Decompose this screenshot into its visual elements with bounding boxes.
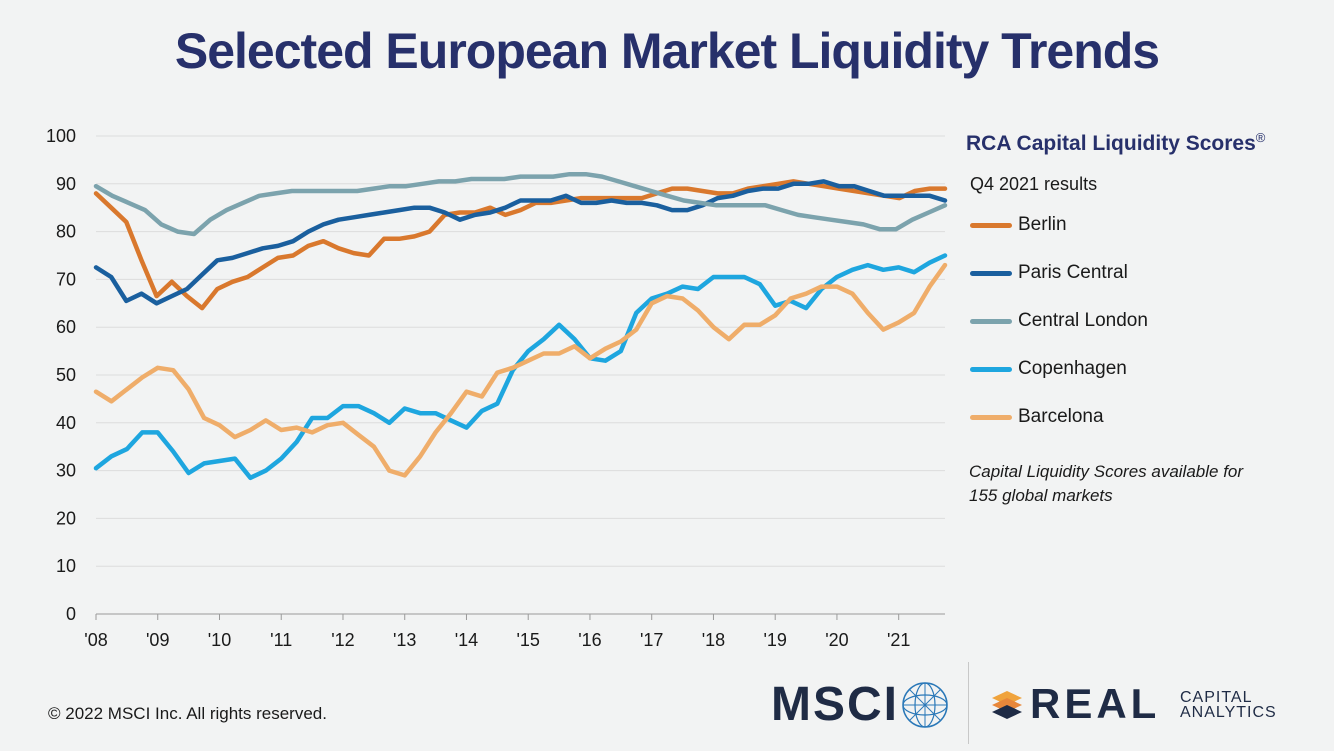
x-tick-label: '20	[825, 630, 848, 650]
y-tick-label: 0	[66, 604, 76, 624]
legend-label-paris-central: Paris Central	[1018, 262, 1128, 283]
capital-analytics-text: CAPITAL ANALYTICS	[1180, 689, 1277, 721]
y-tick-label: 60	[56, 317, 76, 337]
series-lines	[93, 171, 948, 481]
y-tick-label: 100	[46, 126, 76, 146]
legend-swatch-berlin	[970, 222, 1012, 228]
y-tick-label: 30	[56, 461, 76, 481]
analytics-word: ANALYTICS	[1180, 704, 1277, 721]
y-tick-label: 10	[56, 556, 76, 576]
x-tick-label: '10	[208, 630, 231, 650]
x-tick-label: '11	[270, 630, 292, 650]
legend-label-berlin: Berlin	[1018, 214, 1067, 235]
logo-divider	[968, 662, 969, 744]
legend-label-central-london: Central London	[1018, 310, 1148, 331]
msci-logo-text: MSCI	[771, 678, 899, 731]
x-tick-label: '09	[146, 630, 169, 650]
y-tick-label: 90	[56, 174, 76, 194]
x-tick-label: '18	[702, 630, 725, 650]
y-tick-label: 40	[56, 413, 76, 433]
series-line-central-london	[93, 171, 948, 237]
x-tick-label: '08	[84, 630, 107, 650]
rca-stack-icon	[992, 691, 1022, 719]
legend-swatch-central-london	[970, 318, 1012, 324]
chart-title: Selected European Market Liquidity Trend…	[174, 23, 1160, 79]
legend-title: RCA Capital Liquidity Scores®	[966, 130, 1266, 155]
capital-word: CAPITAL	[1180, 689, 1253, 706]
series-line-paris-central	[93, 179, 948, 306]
legend-item-copenhagen: Copenhagen	[970, 357, 1127, 381]
series-line-copenhagen	[93, 253, 948, 481]
x-axis: '08 '09 '10 '11 '12 '13 '14 '15 '16 '17 '18 '19 '20 '…	[84, 614, 910, 650]
legend-label-barcelona: Barcelona	[1018, 406, 1104, 427]
series-line-barcelona	[93, 262, 948, 478]
x-tick-label: '13	[393, 630, 416, 650]
legend-swatch-barcelona	[970, 414, 1012, 420]
x-tick-label: '12	[331, 630, 354, 650]
coverage-note: Capital Liquidity Scores available for 1…	[969, 462, 1244, 505]
x-tick-label: '14	[455, 630, 478, 650]
y-tick-label: 70	[56, 269, 76, 289]
legend-item-central-london: Central London	[970, 309, 1148, 333]
y-tick-label: 20	[56, 508, 76, 528]
line-chart: 0 10 20 30 40 50 60 70 80 90 100 '08 '09 '10 '11 '12 '1…	[46, 126, 948, 650]
x-tick-label: '21	[887, 630, 910, 650]
legend-subtitle: Q4 2021 results	[970, 174, 1098, 194]
legend-item-paris-central: Paris Central	[970, 261, 1128, 285]
copyright: © 2022 MSCI Inc. All rights reserved.	[48, 704, 327, 723]
x-tick-label: '19	[763, 630, 786, 650]
x-tick-label: '15	[516, 630, 539, 650]
y-tick-label: 50	[56, 365, 76, 385]
x-tick-label: '16	[578, 630, 601, 650]
legend-label-copenhagen: Copenhagen	[1018, 358, 1127, 379]
real-logo-text: REAL	[1030, 680, 1161, 727]
legend-item-berlin: Berlin	[970, 213, 1067, 237]
legend-item-barcelona: Barcelona	[970, 405, 1104, 429]
legend-swatch-paris-central	[970, 270, 1012, 276]
x-tick-label: '17	[640, 630, 663, 650]
y-tick-label: 80	[56, 222, 76, 242]
legend-swatch-copenhagen	[970, 366, 1012, 372]
y-axis: 0 10 20 30 40 50 60 70 80 90 100	[46, 126, 76, 624]
msci-globe-icon	[902, 682, 948, 728]
